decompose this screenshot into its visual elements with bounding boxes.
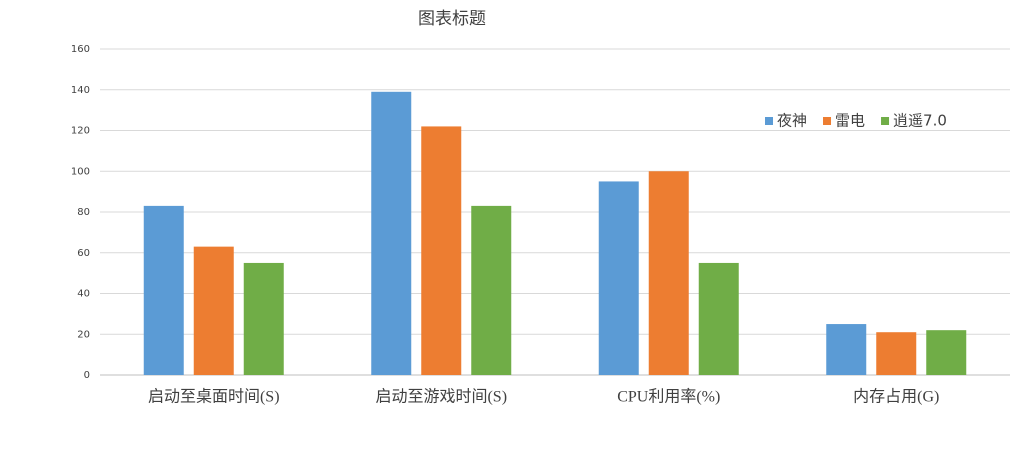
bar xyxy=(648,171,689,375)
x-tick-label: CPU利用率(%) xyxy=(617,388,720,406)
bar xyxy=(371,91,412,375)
y-tick-label: 120 xyxy=(71,126,90,137)
y-tick-label: 160 xyxy=(71,44,90,55)
bar xyxy=(243,262,284,375)
legend-label: 雷电 xyxy=(835,112,865,130)
y-tick-label: 100 xyxy=(71,166,90,177)
y-tick-label: 40 xyxy=(77,289,90,300)
legend-swatch xyxy=(823,117,832,125)
y-tick-label: 80 xyxy=(77,207,90,218)
bar xyxy=(926,330,967,375)
legend-label: 夜神 xyxy=(777,112,807,130)
legend-swatch xyxy=(765,117,773,125)
bar xyxy=(193,246,234,375)
x-tick-label: 启动至游戏时间(S) xyxy=(375,388,507,406)
bar xyxy=(876,332,917,375)
y-tick-label: 60 xyxy=(77,248,90,259)
bar xyxy=(471,205,512,375)
chart-title: 图表标题 xyxy=(418,9,486,29)
y-tick-label: 140 xyxy=(71,85,90,96)
x-tick-label: 启动至桌面时间(S) xyxy=(148,388,280,406)
y-tick-label: 0 xyxy=(84,370,90,381)
legend-swatch xyxy=(881,117,890,125)
legend-label: 逍遥7.0 xyxy=(893,112,947,130)
bar xyxy=(698,262,739,375)
bar xyxy=(598,181,639,375)
bar xyxy=(421,126,462,375)
bar xyxy=(826,324,867,375)
x-tick-label: 内存占用(G) xyxy=(853,388,939,406)
y-tick-label: 20 xyxy=(77,329,90,340)
bar xyxy=(143,205,184,375)
